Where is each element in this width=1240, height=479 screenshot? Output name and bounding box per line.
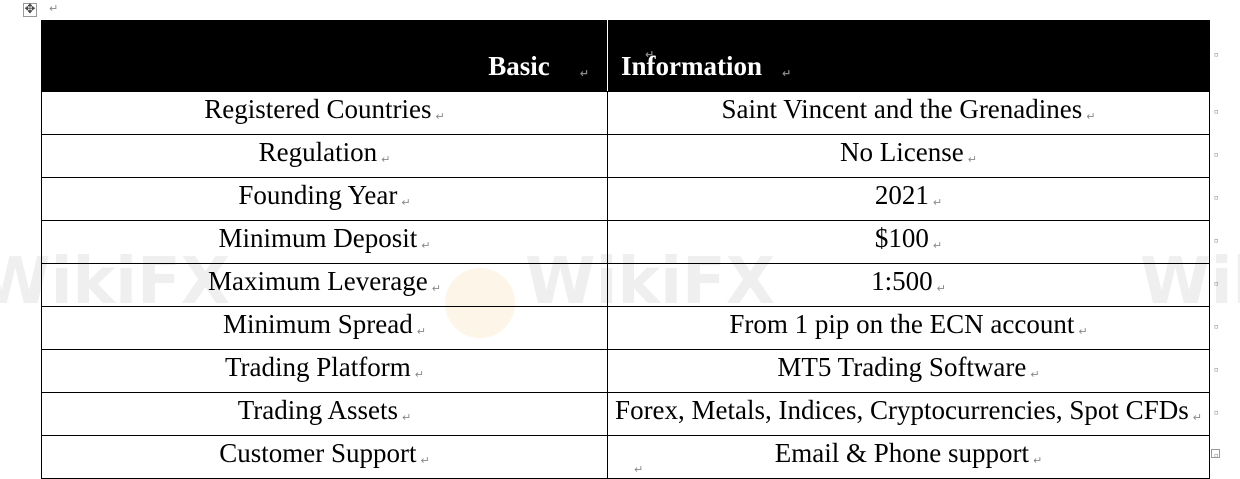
table-row: Registered Countries Saint Vincent and th… xyxy=(41,91,1210,135)
row-value: Saint Vincent and the Grenadines xyxy=(721,94,1083,124)
value-cell[interactable]: 2021 xyxy=(607,177,1210,221)
info-table: Basic Information Registered Countries Sa… xyxy=(41,20,1210,479)
value-cell[interactable]: Forex, Metals, Indices, Cryptocurrencies… xyxy=(607,392,1210,436)
row-end-mark-icon: ¤ xyxy=(1214,321,1219,332)
table-resize-handle[interactable] xyxy=(1211,449,1220,458)
row-end-mark-icon: ¤ xyxy=(1214,278,1219,289)
table-row: Minimum Spread From 1 pip on the ECN acco… xyxy=(41,306,1210,350)
header-basic: Basic xyxy=(488,51,550,81)
row-end-mark-icon: ¤ xyxy=(1214,192,1219,203)
table-move-handle-icon[interactable]: ✥ xyxy=(23,2,37,17)
row-end-mark-icon: ¤ xyxy=(1214,450,1219,461)
row-label: Minimum Spread xyxy=(223,309,413,339)
paragraph-mark-icon xyxy=(1193,411,1202,424)
row-end-mark-icon: ¤ xyxy=(1214,106,1219,117)
row-label: Trading Platform xyxy=(225,352,411,382)
value-cell[interactable]: $100 xyxy=(607,220,1210,264)
paragraph-mark-icon xyxy=(968,153,977,166)
header-cell[interactable]: Basic xyxy=(41,20,608,92)
paragraph-mark-icon xyxy=(432,282,441,295)
value-cell[interactable]: No License xyxy=(607,134,1210,178)
paragraph-mark-icon xyxy=(421,454,430,467)
paragraph-mark-icon xyxy=(782,67,791,80)
paragraph-mark-icon xyxy=(580,67,589,80)
value-cell[interactable]: From 1 pip on the ECN account xyxy=(607,306,1210,350)
row-label: Registered Countries xyxy=(204,94,432,124)
label-cell[interactable]: Trading Assets xyxy=(41,392,608,436)
paragraph-mark-icon xyxy=(415,368,424,381)
label-cell[interactable]: Regulation xyxy=(41,134,608,178)
paragraph-mark-icon xyxy=(421,239,430,252)
paragraph-mark-icon xyxy=(436,110,445,123)
header-information: Information xyxy=(621,51,762,81)
paragraph-mark-icon xyxy=(933,196,942,209)
row-label: Minimum Deposit xyxy=(218,223,418,253)
table-row: Regulation No License xyxy=(41,134,1210,178)
paragraph-mark-icon xyxy=(937,282,946,295)
label-cell[interactable]: Registered Countries xyxy=(41,91,608,135)
paragraph-mark-icon xyxy=(401,196,410,209)
header-cell[interactable]: Information xyxy=(607,20,1210,92)
row-end-mark-icon: ¤ xyxy=(1214,407,1219,418)
row-end-mark-icon: ¤ xyxy=(1214,149,1219,160)
row-label: Regulation xyxy=(258,137,378,167)
table-row: Trading Platform MT5 Trading Software xyxy=(41,349,1210,393)
row-label: Trading Assets xyxy=(237,395,399,425)
table-row: Minimum Deposit $100 xyxy=(41,220,1210,264)
label-cell[interactable]: Minimum Deposit xyxy=(41,220,608,264)
value-cell[interactable]: Saint Vincent and the Grenadines xyxy=(607,91,1210,135)
row-value: 2021 xyxy=(874,180,929,210)
paragraph-mark-icon xyxy=(49,2,58,15)
row-value: Email & Phone support xyxy=(774,438,1029,468)
row-label: Maximum Leverage xyxy=(208,266,428,296)
row-value: 1:500 xyxy=(871,266,933,296)
label-cell[interactable]: Maximum Leverage xyxy=(41,263,608,307)
value-cell[interactable]: Email & Phone support xyxy=(607,435,1210,479)
label-cell[interactable]: Founding Year xyxy=(41,177,608,221)
table-row: Trading Assets Forex, Metals, Indices, Cr… xyxy=(41,392,1210,436)
paragraph-mark-icon xyxy=(1086,110,1095,123)
row-value: $100 xyxy=(874,223,929,253)
header-row: Basic Information xyxy=(41,20,1210,92)
row-end-mark-icon: ¤ xyxy=(1214,235,1219,246)
paragraph-mark-icon xyxy=(1030,368,1039,381)
row-label: Customer Support xyxy=(219,438,417,468)
row-label: Founding Year xyxy=(238,180,398,210)
table-row: Customer Support Email & Phone support xyxy=(41,435,1210,479)
row-value: Forex, Metals, Indices, Cryptocurrencies… xyxy=(615,395,1189,425)
value-cell[interactable]: 1:500 xyxy=(607,263,1210,307)
paragraph-mark-icon xyxy=(1033,454,1042,467)
paragraph-mark-icon xyxy=(645,37,654,72)
table-row: Maximum Leverage 1:500 xyxy=(41,263,1210,307)
row-end-mark-icon: ¤ xyxy=(1214,49,1219,60)
paragraph-mark-icon xyxy=(1078,325,1087,338)
row-value: From 1 pip on the ECN account xyxy=(729,309,1075,339)
label-cell[interactable]: Trading Platform xyxy=(41,349,608,393)
paragraph-mark-icon xyxy=(933,239,942,252)
paragraph-mark-icon xyxy=(402,411,411,424)
row-value: No License xyxy=(840,137,964,167)
table-row: Founding Year 2021 xyxy=(41,177,1210,221)
value-cell[interactable]: MT5 Trading Software xyxy=(607,349,1210,393)
label-cell[interactable]: Minimum Spread xyxy=(41,306,608,350)
paragraph-mark-icon xyxy=(381,153,390,166)
paragraph-mark-icon xyxy=(417,325,426,338)
paragraph-mark-icon xyxy=(634,463,643,476)
row-end-mark-icon: ¤ xyxy=(1214,364,1219,375)
row-value: MT5 Trading Software xyxy=(777,352,1027,382)
label-cell[interactable]: Customer Support xyxy=(41,435,608,479)
